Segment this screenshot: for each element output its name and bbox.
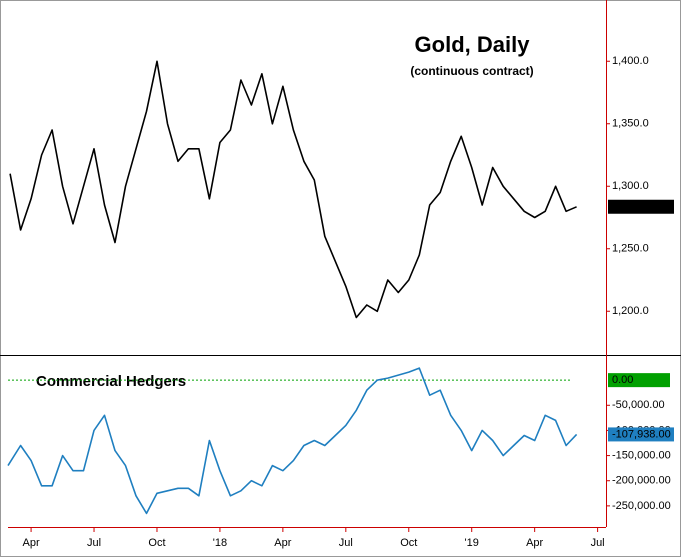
x-tick-label: Jul xyxy=(339,537,353,549)
series-line xyxy=(9,60,577,319)
x-tick-label: Oct xyxy=(400,537,417,549)
y-tick-label: 1,250.0 xyxy=(612,243,649,255)
x-tick-label: Apr xyxy=(23,537,40,549)
y-tick-label: 1,400.0 xyxy=(612,55,649,67)
y-tick-label: -250,000.00 xyxy=(612,500,671,512)
last-value-label: 1,283.6 xyxy=(612,201,649,213)
y-tick-label: -200,000.00 xyxy=(612,475,671,487)
series-line xyxy=(7,367,578,515)
panel-annotation: Commercial Hedgers xyxy=(36,373,186,390)
y-tick-label: -50,000.00 xyxy=(612,399,665,411)
x-tick-label: Jul xyxy=(591,537,605,549)
last-value-box xyxy=(608,427,674,442)
x-tick-label: Apr xyxy=(274,537,291,549)
y-tick-label: -150,000.00 xyxy=(612,449,671,461)
chart-subtitle: (continuous contract) xyxy=(410,64,533,78)
last-value-box xyxy=(608,199,674,214)
y-tick-label: 1,350.0 xyxy=(612,118,649,130)
last-value-label: -107,938.00 xyxy=(612,428,671,440)
chart-title: Gold, Daily xyxy=(415,32,531,57)
y-tick-label: 1,200.0 xyxy=(612,305,649,317)
y-tick-label: 1,300.0 xyxy=(612,180,649,192)
x-tick-label: '18 xyxy=(213,537,227,549)
x-tick-label: Jul xyxy=(87,537,101,549)
x-tick-label: Oct xyxy=(148,537,165,549)
x-tick-label: Apr xyxy=(526,537,543,549)
reference-label-box xyxy=(608,373,670,388)
x-tick-label: '19 xyxy=(465,537,479,549)
reference-label: 0.00 xyxy=(612,374,633,386)
